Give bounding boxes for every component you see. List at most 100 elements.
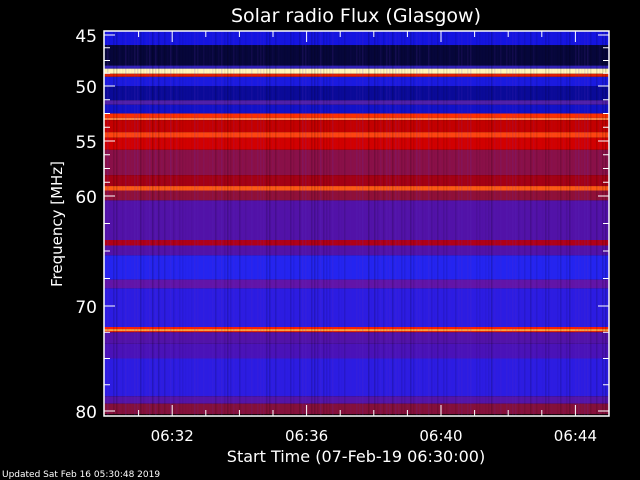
noise-column (482, 31, 484, 416)
noise-column (284, 31, 286, 416)
noise-column (380, 31, 382, 416)
noise-column (533, 31, 535, 416)
noise-column (239, 31, 241, 416)
spectrum-band (104, 132, 609, 138)
spectrum-band (104, 104, 609, 114)
noise-column (404, 31, 406, 416)
noise-column (146, 31, 148, 416)
noise-column (260, 31, 262, 416)
noise-column (215, 31, 217, 416)
y-axis-label: Frequency [MHz] (48, 161, 66, 287)
noise-column (362, 31, 364, 416)
spectrum-band (104, 68, 609, 74)
noise-column (188, 31, 190, 416)
noise-column (545, 31, 547, 416)
spectrogram-bands (104, 31, 609, 415)
noise-column (509, 31, 511, 416)
noise-column (563, 31, 565, 416)
noise-column (500, 31, 502, 416)
noise-column (515, 31, 517, 416)
noise-column (491, 31, 493, 416)
x-axis: 06:32 06:36 06:40 06:44 (138, 31, 610, 445)
noise-column (290, 31, 292, 416)
noise-column (182, 31, 184, 416)
y-axis: 45 50 55 60 70 80 (75, 27, 609, 423)
noise-column (518, 31, 520, 416)
noise-column (275, 31, 277, 416)
noise-column (596, 31, 598, 416)
noise-column (542, 31, 544, 416)
noise-column (212, 31, 214, 416)
y-tick-label: 55 (75, 133, 97, 153)
noise-column (113, 31, 115, 416)
noise-column (602, 31, 604, 416)
noise-column (218, 31, 220, 416)
noise-column (578, 31, 580, 416)
noise-column (419, 31, 421, 416)
noise-column (566, 31, 568, 416)
noise-column (359, 31, 361, 416)
noise-column (503, 31, 505, 416)
noise-column (320, 31, 322, 416)
noise-column (392, 31, 394, 416)
noise-column (431, 31, 433, 416)
noise-column (197, 31, 199, 416)
noise-column (464, 31, 466, 416)
noise-column (266, 31, 268, 416)
noise-column (452, 31, 454, 416)
y-tick-label: 50 (75, 78, 97, 98)
noise-column (512, 31, 514, 416)
noise-column (479, 31, 481, 416)
noise-column (302, 31, 304, 416)
noise-column (458, 31, 460, 416)
noise-column (164, 31, 166, 416)
noise-column (599, 31, 601, 416)
noise-column (293, 31, 295, 416)
spectrum-band (104, 245, 609, 256)
noise-column (158, 31, 160, 416)
noise-column (311, 31, 313, 416)
noise-column (407, 31, 409, 416)
noise-column (395, 31, 397, 416)
spectrum-band (104, 117, 609, 121)
noise-column (233, 31, 235, 416)
x-axis-label: Start Time (07-Feb-19 06:30:00) (227, 447, 485, 466)
noise-column (230, 31, 232, 416)
noise-column (245, 31, 247, 416)
spectrum-band (104, 343, 609, 359)
noise-column (590, 31, 592, 416)
noise-column (341, 31, 343, 416)
noise-column (527, 31, 529, 416)
x-tick-label: 06:32 (151, 427, 194, 445)
noise-column (461, 31, 463, 416)
noise-column (236, 31, 238, 416)
x-tick-label: 06:36 (285, 427, 328, 445)
noise-column (194, 31, 196, 416)
noise-column (386, 31, 388, 416)
spectrum-band (104, 31, 609, 46)
noise-column (569, 31, 571, 416)
spectrum-band (104, 279, 609, 289)
noise-column (530, 31, 532, 416)
spectrum-band (104, 137, 609, 150)
noise-column (401, 31, 403, 416)
noise-column (149, 31, 151, 416)
noise-column (524, 31, 526, 416)
noise-column (572, 31, 574, 416)
noise-column (272, 31, 274, 416)
noise-column (440, 31, 442, 416)
spectrum-band (104, 255, 609, 280)
noise-column (497, 31, 499, 416)
noise-column (347, 31, 349, 416)
noise-column (296, 31, 298, 416)
noise-column (470, 31, 472, 416)
x-tick-label: 06:44 (554, 427, 597, 445)
noise-column (110, 31, 112, 416)
x-tick-label: 06:40 (419, 427, 462, 445)
noise-column (365, 31, 367, 416)
noise-column (584, 31, 586, 416)
noise-column (134, 31, 136, 416)
noise-column (455, 31, 457, 416)
spectrum-band (104, 100, 609, 105)
